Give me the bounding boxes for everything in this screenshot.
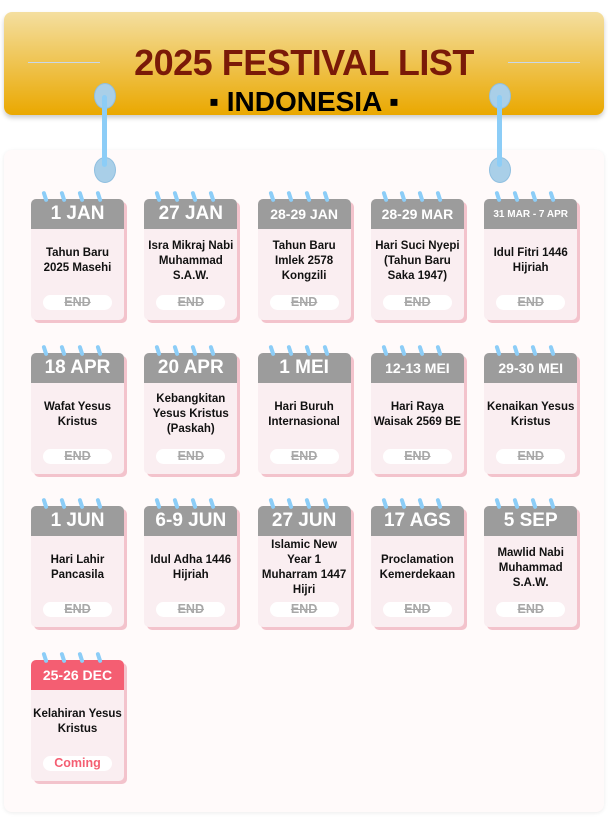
festival-card: 28-29 JAN Tahun Baru Imlek 2578 Kongzili… [257, 190, 351, 320]
festival-name: Idul Fitri 1446 Hijriah [493, 247, 568, 274]
festival-card: 25-26 DEC Kelahiran Yesus Kristus Coming [31, 651, 124, 781]
festival-date: 12-13 MEI [370, 352, 464, 383]
status-badge: END [496, 602, 566, 617]
festival-card: 31 MAR - 7 APR Idul Fitri 1446 Hijriah E… [484, 190, 578, 320]
festival-name: Islamic New Year 1 Muharram 1447 Hijri [261, 539, 347, 596]
festival-date: 28-29 JAN [257, 199, 351, 229]
festival-name: Kebangkitan Yesus Kristus (Paskah) [152, 393, 229, 435]
festival-date: 25-26 DEC [31, 659, 124, 690]
status-badge: END [382, 448, 452, 464]
divider-right [508, 62, 580, 63]
festival-date: 28-29 MAR [370, 199, 464, 229]
spiral-rings-icon [41, 190, 113, 203]
status-badge: END [156, 602, 226, 617]
spiral-rings-icon [381, 190, 453, 203]
festival-date: 6-9 JUN [144, 506, 238, 536]
festival-card: 27 JUN Islamic New Year 1 Muharram 1447 … [257, 497, 351, 627]
spiral-rings-icon [381, 497, 453, 510]
festival-date: 5 SEP [484, 506, 578, 536]
status-badge: Coming [43, 755, 112, 771]
festival-date: 27 JUN [257, 506, 351, 536]
festival-date: 18 APR [31, 352, 124, 383]
festival-card: 5 SEP Mawlid Nabi Muhammad S.A.W. END [484, 497, 578, 627]
status-badge: END [156, 295, 226, 310]
hanger-rod-right [497, 95, 502, 167]
festival-date: 1 JUN [31, 506, 124, 536]
spiral-rings-icon [154, 497, 226, 510]
hanger-rod-left [102, 95, 107, 167]
page-title: 2025 FESTIVAL LIST [134, 42, 474, 83]
festival-name: Kenaikan Yesus Kristus [487, 400, 575, 428]
festival-card: 20 APR Kebangkitan Yesus Kristus (Paskah… [144, 344, 238, 474]
spiral-rings-icon [267, 497, 340, 510]
spiral-rings-icon [494, 344, 566, 357]
festival-name: Hari Buruh Internasional [268, 400, 340, 428]
festival-name: Kelahiran Yesus Kristus [33, 707, 122, 735]
status-badge: END [43, 295, 112, 310]
festival-card: 18 APR Wafat Yesus Kristus END [31, 344, 124, 474]
festival-name: Tahun Baru 2025 Masehi [43, 247, 112, 274]
festival-name: Tahun Baru Imlek 2578 Kongzili [272, 239, 336, 282]
festival-date: 27 JAN [144, 199, 238, 229]
status-badge: END [43, 602, 112, 617]
spiral-rings-icon [154, 344, 226, 357]
spiral-rings-icon [41, 497, 113, 510]
status-badge: END [496, 295, 566, 310]
festival-name: Hari Suci Nyepi (Tahun Baru Saka 1947) [375, 239, 460, 282]
festival-name: Hari Lahir Pancasila [50, 554, 105, 581]
festival-name: Isra Mikraj Nabi Muhammad S.A.W. [148, 239, 234, 282]
page-subtitle: ▪ INDONESIA ▪ [209, 86, 399, 117]
status-badge: END [269, 448, 339, 464]
festival-name: Mawlid Nabi Muhammad S.A.W. [497, 546, 564, 589]
status-badge: END [156, 448, 226, 464]
festival-card: 17 AGS Proclamation Kemerdekaan END [370, 497, 464, 627]
festival-card: 27 JAN Isra Mikraj Nabi Muhammad S.A.W. … [144, 190, 238, 320]
festival-card: 1 JUN Hari Lahir Pancasila END [31, 497, 124, 627]
spiral-rings-icon [41, 651, 113, 664]
spiral-rings-icon [381, 344, 453, 357]
festival-date: 31 MAR - 7 APR [484, 199, 578, 229]
status-badge: END [43, 448, 112, 464]
festival-date: 1 JAN [31, 199, 124, 229]
status-badge: END [496, 448, 566, 464]
festival-card: 1 JAN Tahun Baru 2025 Masehi END [31, 190, 124, 320]
festival-date: 29-30 MEI [484, 352, 578, 383]
status-badge: END [269, 602, 339, 617]
festival-name: Hari Raya Waisak 2569 BE [373, 400, 461, 428]
festival-card: 1 MEI Hari Buruh Internasional END [257, 344, 351, 474]
spiral-rings-icon [267, 190, 340, 203]
status-badge: END [382, 602, 452, 617]
spiral-rings-icon [494, 497, 566, 510]
festival-card: 6-9 JUN Idul Adha 1446 Hijriah END [144, 497, 238, 627]
festival-date: 1 MEI [257, 352, 351, 383]
divider-left [28, 62, 100, 63]
festival-date: 17 AGS [370, 506, 464, 536]
status-badge: END [382, 295, 452, 310]
spiral-rings-icon [41, 344, 113, 357]
spiral-rings-icon [267, 344, 340, 357]
festival-name: Wafat Yesus Kristus [43, 400, 112, 428]
festival-date: 20 APR [144, 352, 238, 383]
festival-card: 28-29 MAR Hari Suci Nyepi (Tahun Baru Sa… [370, 190, 464, 320]
spiral-rings-icon [154, 190, 226, 203]
festival-card: 29-30 MEI Kenaikan Yesus Kristus END [484, 344, 578, 474]
status-badge: END [269, 295, 339, 310]
festival-name: Idul Adha 1446 Hijriah [150, 554, 232, 581]
festival-name: Proclamation Kemerdekaan [379, 554, 456, 581]
spiral-rings-icon [494, 190, 566, 203]
festival-card: 12-13 MEI Hari Raya Waisak 2569 BE END [370, 344, 464, 474]
